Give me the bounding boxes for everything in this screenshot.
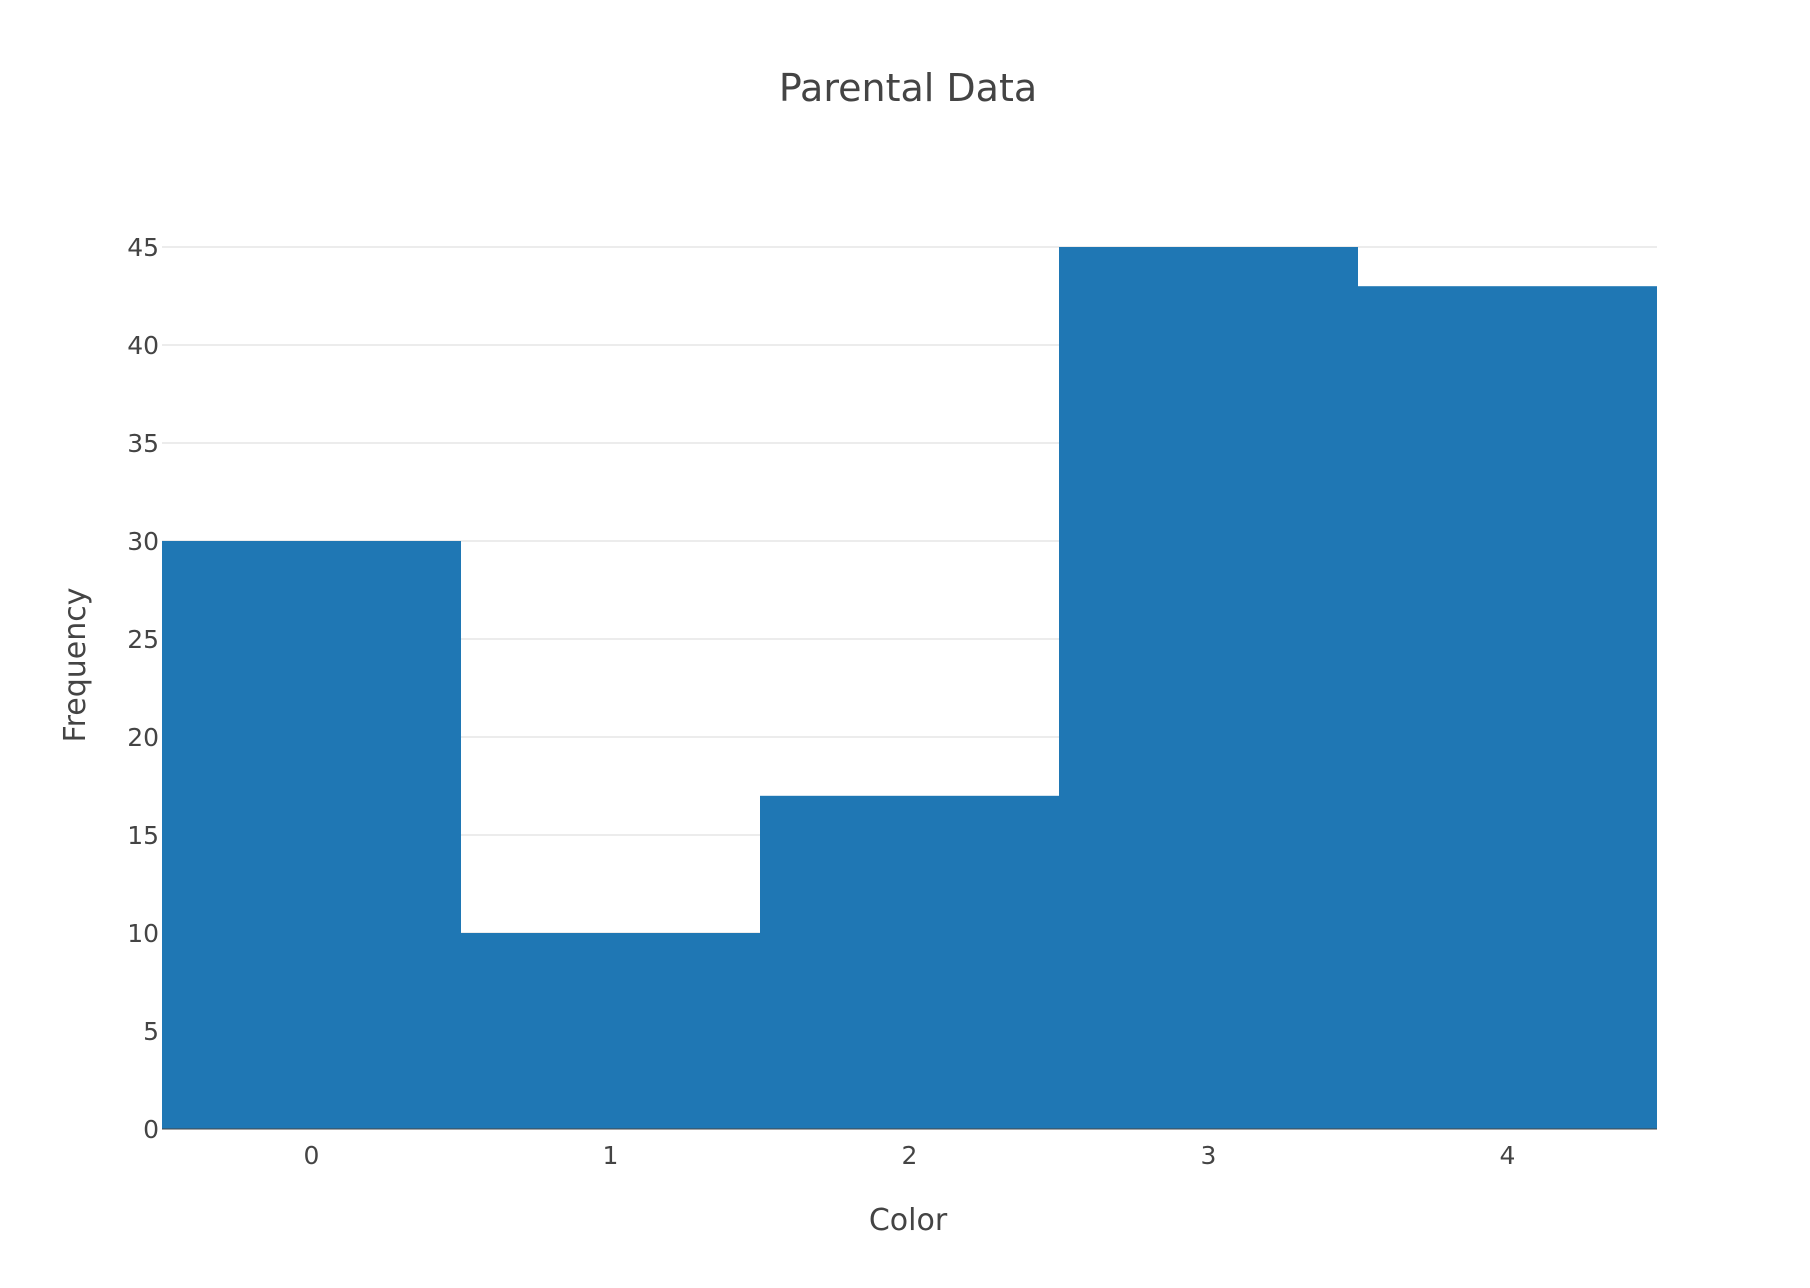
y-tick-label: 5 bbox=[143, 1017, 159, 1046]
y-axis-title: Frequency bbox=[58, 588, 93, 743]
y-tick-label: 0 bbox=[143, 1115, 159, 1144]
bar bbox=[1358, 286, 1657, 1129]
y-tick-label: 40 bbox=[127, 331, 159, 360]
x-tick-label: 2 bbox=[902, 1141, 918, 1170]
x-tick-labels: 0 1 2 3 4 bbox=[304, 1141, 1516, 1170]
x-tick-label: 1 bbox=[603, 1141, 619, 1170]
y-tick-label: 10 bbox=[127, 919, 159, 948]
x-tick-label: 4 bbox=[1500, 1141, 1516, 1170]
bar bbox=[162, 541, 461, 1129]
bar bbox=[1059, 247, 1358, 1129]
y-tick-label: 15 bbox=[127, 821, 159, 850]
bars bbox=[162, 247, 1657, 1129]
y-tick-label: 25 bbox=[127, 625, 159, 654]
bar bbox=[461, 933, 760, 1129]
x-axis-title: Color bbox=[869, 1203, 948, 1238]
y-tick-labels: 0 5 10 15 20 25 30 35 40 45 bbox=[127, 233, 159, 1144]
x-tick-label: 0 bbox=[304, 1141, 320, 1170]
bar bbox=[760, 795, 1059, 1129]
chart-title: Parental Data bbox=[779, 66, 1037, 110]
y-tick-label: 35 bbox=[127, 429, 159, 458]
y-tick-label: 20 bbox=[127, 723, 159, 752]
y-tick-label: 45 bbox=[127, 233, 159, 262]
y-tick-label: 30 bbox=[127, 527, 159, 556]
x-tick-label: 3 bbox=[1201, 1141, 1217, 1170]
